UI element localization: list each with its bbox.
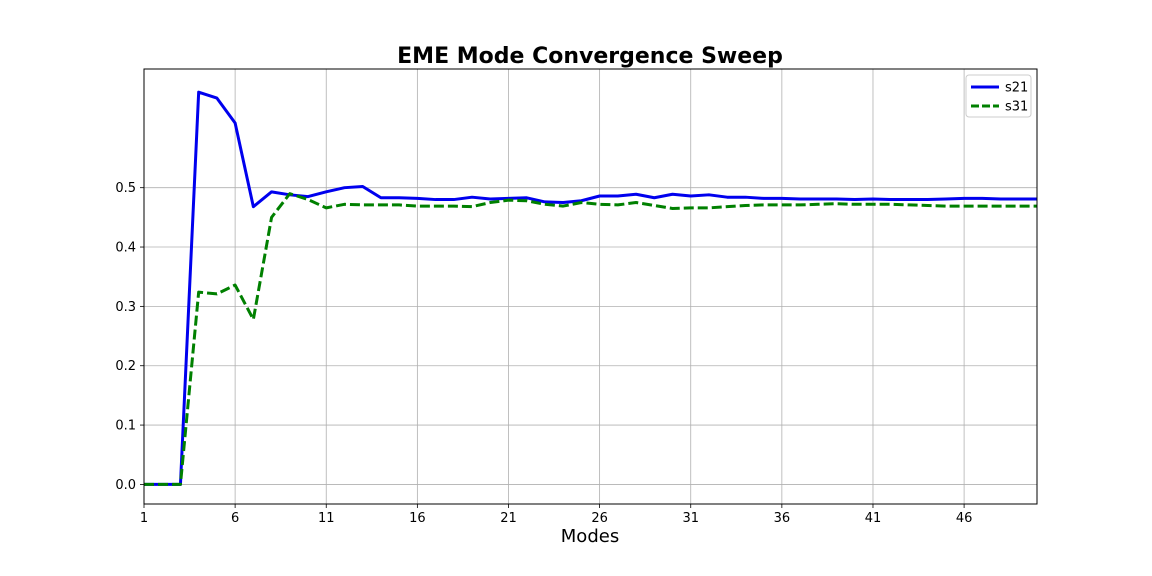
x-axis-label: Modes [561, 526, 619, 547]
y-tick-label: 0.5 [115, 181, 136, 196]
series-lines [144, 90, 1037, 486]
y-tick-label: 0.2 [115, 359, 136, 374]
x-tick-label: 21 [500, 511, 517, 526]
x-tick-label: 46 [956, 511, 973, 526]
y-tick-label: 0.0 [115, 478, 136, 493]
x-tick-label: 41 [865, 511, 882, 526]
plot-frame [143, 68, 1038, 505]
legend-label-s21: s21 [1005, 81, 1028, 96]
series-line-s31 [144, 192, 1037, 486]
y-tick-label: 0.4 [115, 241, 136, 256]
x-tick-label: 36 [774, 511, 791, 526]
x-tick-label: 6 [231, 511, 239, 526]
x-tick-label: 16 [409, 511, 426, 526]
x-tick-label: 1 [140, 511, 148, 526]
legend-label-s31: s31 [1005, 100, 1028, 115]
chart-title: EME Mode Convergence Sweep [397, 44, 783, 69]
x-tick-label: 11 [318, 511, 335, 526]
x-tick-label: 31 [682, 511, 699, 526]
y-tick-label: 0.3 [115, 300, 136, 315]
y-tick-label: 0.1 [115, 419, 136, 434]
series-line-s21 [144, 90, 1037, 486]
axis-ticks: 1 6 11 16 21 26 31 36 41 460.00.10.20.30.40.5 [115, 181, 972, 526]
grid-lines [143, 69, 1037, 504]
x-tick-label: 26 [591, 511, 608, 526]
